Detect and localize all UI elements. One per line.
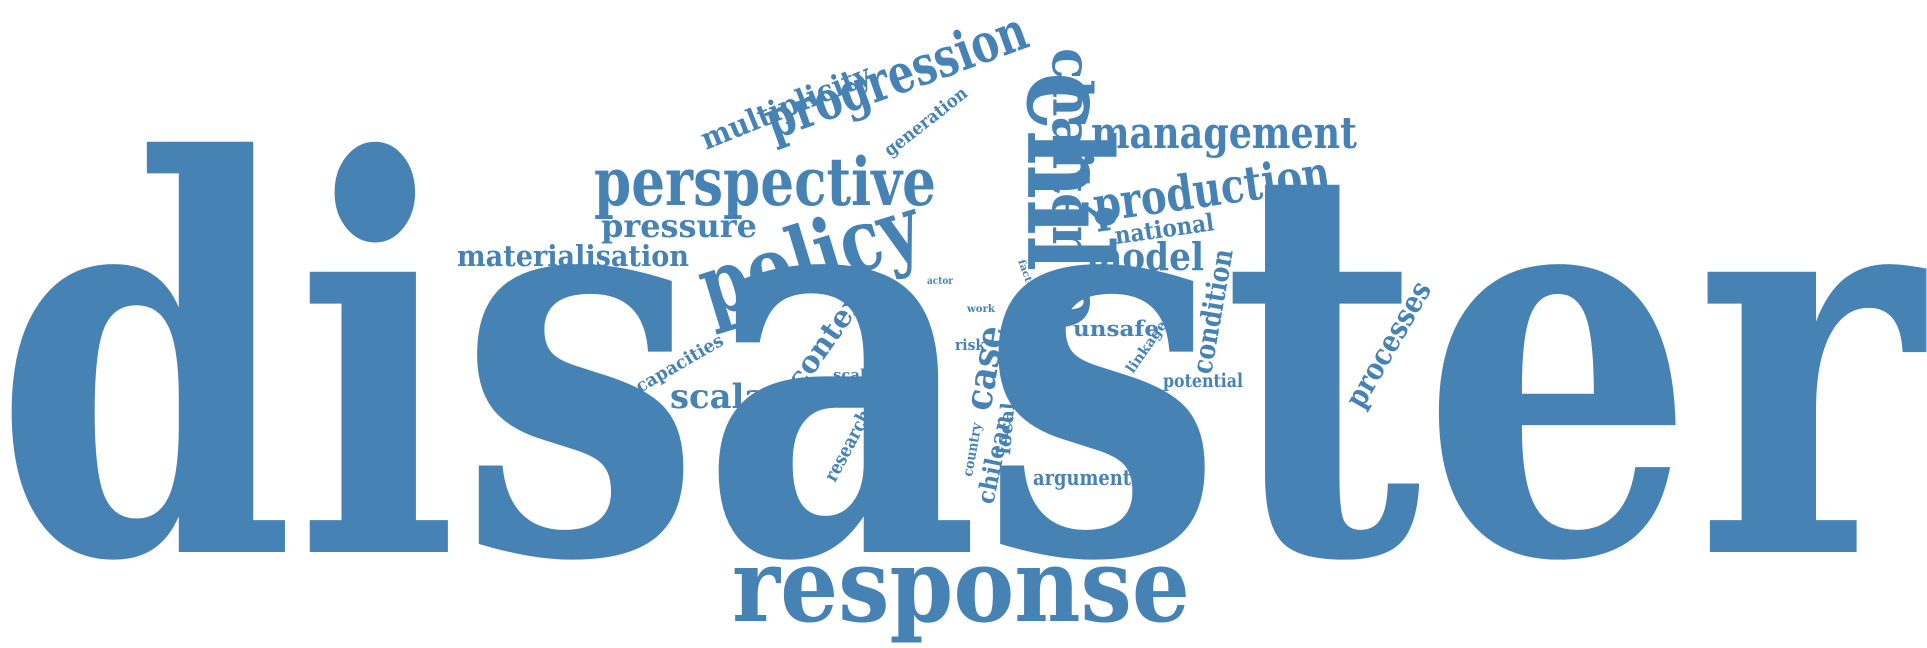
- word-potential: potential: [1163, 370, 1243, 392]
- word-chile: chile: [1000, 72, 1136, 332]
- word-perspective: perspective: [594, 143, 936, 221]
- word-local: local: [993, 402, 1019, 456]
- word-argument: argument: [1033, 465, 1131, 490]
- word-scalar: scalar: [670, 377, 785, 417]
- word-actor: actor: [927, 276, 954, 287]
- word-management: management: [1091, 108, 1358, 159]
- word-risk: risk: [955, 336, 986, 354]
- word-model: model: [1086, 234, 1204, 279]
- word-pressure: pressure: [601, 207, 757, 245]
- word-response: response: [732, 526, 1190, 646]
- word-chaiten: chaitén: [1040, 48, 1104, 263]
- word-unsafe: unsafe: [1073, 316, 1159, 341]
- word-work: work: [966, 304, 996, 315]
- word-scale: scale: [833, 366, 875, 384]
- word-materialisation: materialisation: [457, 239, 689, 273]
- word-disaster: disaster: [0, 46, 1927, 648]
